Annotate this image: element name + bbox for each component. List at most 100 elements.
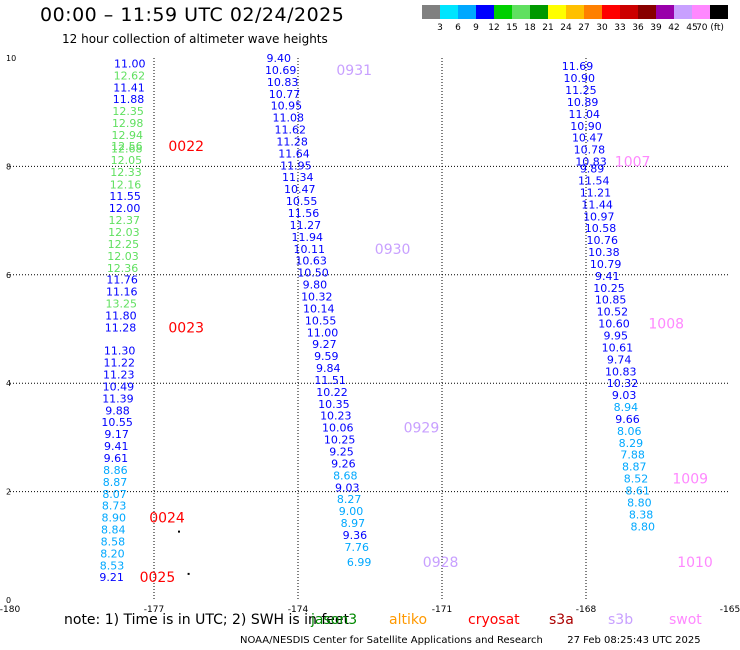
wave-height-value: 11.54 [578,174,610,187]
colorbar-tick-label: 42 [668,23,679,33]
sat-legend-altiko: altiko [389,612,428,628]
colorbar-tick-label: 45 [686,23,697,33]
wave-height-value: 12.03 [108,226,140,239]
wave-height-value: 11.51 [314,374,346,387]
wave-height-value: 11.88 [113,93,145,106]
colorbar-swatch [458,5,476,19]
pass-time-label: 1009 [672,472,708,488]
pass-time-label: 0929 [404,421,440,437]
wave-height-value: 10.76 [586,234,618,247]
pass-time-label: 0931 [336,63,372,79]
wave-height-value: 10.83 [575,156,607,169]
colorbar-swatch [638,5,656,19]
wave-height-value: 11.56 [288,207,320,220]
sat-legend-swot: swot [669,612,702,628]
y-tick-label: 8 [6,162,11,171]
wave-height-value: 11.41 [113,81,145,94]
colorbar-tick-label: 27 [578,23,589,33]
colorbar-tick-label: 30 [596,23,608,33]
wave-height-value: 12.03 [107,250,139,263]
wave-height-value: 9.17 [104,428,129,441]
wave-height-value: 11.28 [276,135,308,148]
wave-height-value: 9.88 [105,404,130,417]
wave-height-value: 11.55 [109,190,141,203]
wave-height-value: 12.16 [110,178,142,191]
y-tick-label: 4 [6,379,11,388]
colorbar-swatch [710,5,728,19]
footer: NOAA/NESDIS Center for Satellite Applica… [240,635,701,646]
wave-height-value: 10.25 [324,434,356,447]
wave-height-value: 12.56 [111,140,143,153]
wave-height-value: 9.21 [99,571,124,584]
colorbar-tick-label: 12 [488,23,499,33]
wave-height-value: 10.78 [574,144,606,157]
wave-height-value: 11.00 [114,57,146,70]
wave-height-value: 12.35 [112,105,144,118]
y-tick-label: 2 [6,488,11,497]
pass-time-label: 1010 [677,555,713,571]
wave-height-value: 9.25 [329,445,354,458]
wave-height-value: 8.58 [101,535,126,548]
wave-height-value: 8.73 [102,500,127,513]
colorbar-swatch [602,5,620,19]
pass-time-label: 1008 [648,317,684,333]
wave-height-value: 11.22 [103,357,135,370]
wave-height-value: 11.94 [292,231,324,244]
colorbar-swatch [494,5,512,19]
colorbar-tick-label: 36 [632,23,644,33]
colorbar-swatch [422,5,440,19]
data-dot [187,572,190,575]
wave-height-value: 10.23 [320,410,352,423]
x-tick-label: -168 [576,605,597,615]
pass-time-label: 0928 [423,555,459,571]
wave-height-value: 11.21 [580,186,612,199]
wave-height-value: 11.64 [278,147,310,160]
wave-height-value: 8.07 [102,488,127,501]
sat-legend-s3b: s3b [608,612,634,628]
page-title: 00:00 – 11:59 UTC 02/24/2025 [40,4,345,26]
wave-height-value: 9.89 [580,163,605,176]
colorbar-tick-label: 24 [560,23,572,33]
wave-height-value: 12.36 [107,262,139,275]
wave-height-value: 11.00 [307,326,339,339]
colorbar-tick-label: 70 (ft) [696,23,724,33]
x-tick-label: -177 [144,605,164,615]
wave-height-value: 12.94 [112,129,144,142]
wave-height-value: 8.86 [103,464,128,477]
wave-height-value: 10.55 [101,416,133,429]
x-tick-label: -171 [432,605,452,615]
wave-height-value: 10.35 [318,398,350,411]
wave-height-value: 8.68 [333,469,358,482]
wave-height-value: 11.34 [282,171,314,184]
wave-height-value: 8.80 [627,496,652,509]
wave-height-value: 10.90 [570,120,602,133]
colorbar-swatch [440,5,458,19]
pass-time-label: 0023 [168,320,204,336]
wave-height-value: 9.66 [615,413,640,426]
colorbar-tick-label: 15 [506,23,517,33]
pass-time-label: 0022 [168,139,204,155]
wave-height-value: 12.98 [112,117,144,130]
colorbar-swatch [530,5,548,19]
wave-height-value: 9.00 [339,505,364,518]
wave-height-value: 9.84 [316,362,341,375]
wave-height-value: 11.25 [565,84,597,97]
wave-height-value: 9.61 [104,452,129,465]
wave-height-value: 8.87 [622,461,647,474]
colorbar-swatch [512,5,530,19]
wave-height-value: 12.05 [111,154,143,167]
wave-height-value: 12.25 [108,238,140,251]
wave-height-value: 9.36 [343,529,368,542]
wave-height-value: 10.69 [265,64,297,77]
wave-height-value: 8.27 [337,493,362,506]
wave-height-value: 12.00 [109,202,141,215]
wave-height-value: 12.33 [110,166,142,179]
wave-height-value: 11.80 [105,309,137,322]
wave-height-value: 10.38 [588,246,620,259]
colorbar-swatch [656,5,674,19]
wave-height-value: 10.14 [303,302,335,315]
wave-height-value: 8.61 [625,485,650,498]
wave-height-value: 8.53 [100,559,125,572]
wave-height-value: 9.03 [612,389,637,402]
